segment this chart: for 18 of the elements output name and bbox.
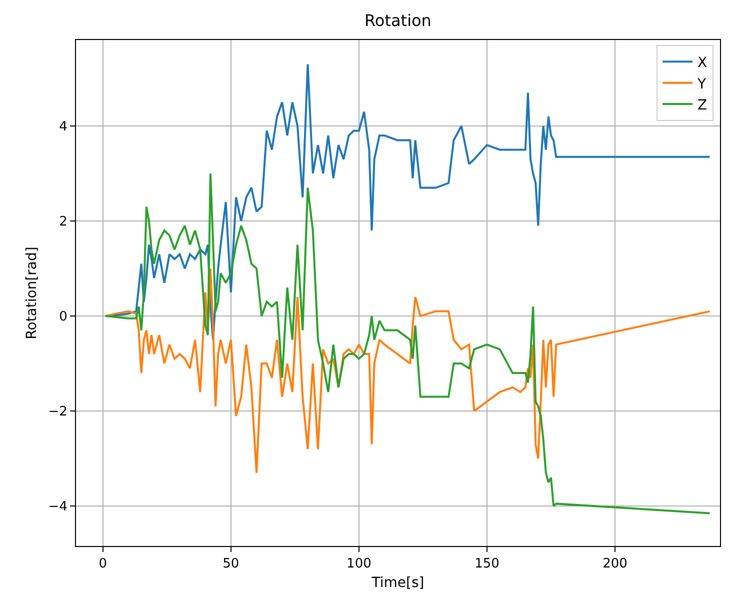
line-series [104,172,711,514]
legend-label: Y [696,76,707,92]
y-axis-title: Rotation[rad] [24,246,40,340]
y-tick-label: 0 [59,310,68,325]
x-tick-label: 200 [602,556,628,572]
x-axis-title: Time[s] [370,574,424,591]
x-tick-label: 150 [474,556,500,572]
x-tick-label: 100 [346,556,372,572]
x-tick-label: 0 [98,556,108,572]
legend-label: Z [698,98,708,114]
y-tick-label: 4 [59,120,68,135]
legend-label: X [698,55,708,72]
y-tick-label: −4 [48,500,68,515]
y-tick-label: 2 [59,214,68,230]
line-series [104,268,711,474]
y-tick-label: −2 [48,404,68,420]
chart-title: Rotation [364,11,432,30]
x-tick-label: 50 [222,556,240,572]
